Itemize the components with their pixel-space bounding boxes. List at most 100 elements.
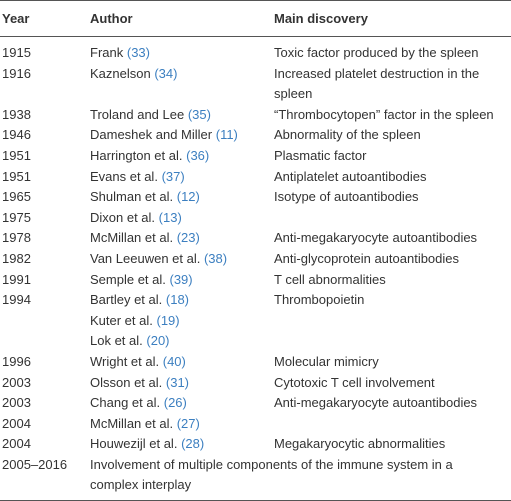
author-cell: Bartley et al. (18) Kuter et al. (19) Lok … (90, 290, 274, 352)
discovery-cell: Increased platelet destruction in the sp… (274, 65, 480, 102)
table-row: 1965 Shulman et al. (12) Isotype of autoan… (0, 187, 511, 208)
discovery-cell: Anti-glycoprotein autoantibodies (274, 250, 460, 266)
author: Chang et al. (26) (90, 393, 274, 414)
year-cell: 1915 (2, 45, 31, 60)
author-name: Van Leeuwen et al. (90, 250, 201, 266)
table-row: 1996 Wright et al. (40) Molecular mimicry (0, 352, 511, 373)
year-cell: 1951 (2, 168, 31, 184)
discovery-cell: Anti-megakaryocyte autoantibodies (274, 395, 478, 411)
author-cell: Van Leeuwen et al. (38) (90, 249, 274, 270)
reference: (36) (186, 147, 210, 163)
author-name: Shulman et al. (90, 189, 174, 205)
author-name: McMillan et al. (90, 230, 174, 246)
discovery-cell (274, 208, 511, 229)
year-cell: 1982 (2, 250, 31, 266)
author: Van Leeuwen et al. (38) (90, 249, 274, 270)
table-row: 1978 McMillan et al. (23) Anti-megakaryocy… (0, 228, 511, 249)
author-cell: McMillan et al. (27) (90, 414, 274, 435)
discovery-cell: “Thrombocytopen” factor in the spleen (274, 106, 494, 122)
author-name: Kuter et al. (90, 312, 153, 328)
year-cell: 2004 (2, 436, 31, 452)
author: Bartley et al. (18) (90, 290, 274, 311)
author-cell: Wright et al. (40) (90, 352, 274, 373)
author: McMillan et al. (27) (90, 414, 274, 435)
reference: (31) (165, 374, 190, 390)
discovery-cell: Molecular mimicry (274, 353, 379, 369)
year-cell: 1978 (2, 230, 31, 246)
author-cell: Chang et al. (26) (90, 393, 274, 414)
reference: (12) (176, 189, 200, 205)
author-cell: Olsson et al. (31) (90, 373, 274, 394)
table-row: 1975 Dixon et al. (13) (0, 208, 511, 229)
discovery-cell: Toxic factor produced by the spleen (274, 45, 479, 60)
author-cell: Evans et al. (37) (90, 167, 274, 188)
table-row: 1938 Troland and Lee (35) “Thrombocytopen”… (0, 105, 511, 126)
table-row: 2004 Houwezijl et al. (28) Megakaryocytic … (0, 434, 511, 455)
reference: (26) (163, 395, 187, 411)
author: Semple et al. (39) (90, 270, 274, 291)
reference: (34) (154, 65, 178, 81)
author-cell: Kaznelson (34) (90, 64, 274, 105)
author-name: Harrington et al. (90, 147, 183, 163)
column-header: Year (0, 0, 90, 37)
reference: (27) (176, 415, 200, 431)
reference: (28) (181, 436, 205, 452)
reference: (35) (187, 106, 211, 122)
reference: (40) (162, 353, 186, 369)
author: Lok et al. (20) (90, 331, 274, 352)
year-cell: 1938 (2, 106, 31, 122)
discovery-cell: Anti-megakaryocyte autoantibodies (274, 230, 478, 246)
table-row: 1946 Dameshek and Miller (11) Abnormality … (0, 125, 511, 146)
table-row: 1915 Frank (33) Toxic factor produced by t… (0, 37, 511, 64)
year-cell: 1996 (2, 353, 31, 369)
table-row: 1994 Bartley et al. (18) Kuter et al. (19)… (0, 290, 511, 352)
year-cell: 1946 (2, 127, 31, 143)
author: Wright et al. (40) (90, 352, 274, 373)
reference: (18) (165, 292, 190, 308)
author-name: Lok et al. (90, 333, 143, 349)
year-cell: 1951 (2, 147, 31, 163)
discovery-cell: Involvement of multiple components of th… (90, 454, 511, 501)
author-cell: McMillan et al. (23) (90, 228, 274, 249)
year-cell: 1975 (2, 209, 31, 225)
table-row: 1951 Evans et al. (37) Antiplatelet autoan… (0, 167, 511, 188)
reference: (38) (203, 250, 228, 266)
year-cell: 2003 (2, 395, 31, 411)
author: Harrington et al. (36) (90, 146, 274, 167)
author-name: Wright et al. (90, 353, 160, 369)
year-cell: 2003 (2, 374, 31, 390)
reference: (39) (169, 271, 193, 287)
discovery-cell: Antiplatelet autoantibodies (274, 168, 427, 184)
author: Kuter et al. (19) (90, 311, 274, 332)
author-cell: Semple et al. (39) (90, 270, 274, 291)
discovery-cell: Cytotoxic T cell involvement (274, 374, 435, 390)
reference: (19) (156, 312, 180, 328)
table-row: 1982 Van Leeuwen et al. (38) Anti-glycopro… (0, 249, 511, 270)
author: Olsson et al. (31) (90, 373, 274, 394)
year-cell: 2004 (2, 415, 31, 431)
author-name: Dameshek and Miller (90, 127, 213, 143)
author-name: Dixon et al. (90, 209, 156, 225)
discovery-cell: Abnormality of the spleen (274, 127, 421, 143)
year-cell: 2005–2016 (0, 454, 90, 501)
column-header: Main discovery (274, 0, 511, 37)
table-row: 1916 Kaznelson (34) Increased platelet des… (0, 64, 511, 105)
author: Dameshek and Miller (11) (90, 125, 274, 146)
author: Shulman et al. (12) (90, 187, 274, 208)
author: Houwezijl et al. (28) (90, 434, 274, 455)
author: McMillan et al. (23) (90, 228, 274, 249)
reference: (23) (176, 230, 200, 246)
header-row: Year Author Main discovery (0, 0, 511, 37)
author-cell: Shulman et al. (12) (90, 187, 274, 208)
discovery-cell: Isotype of autoantibodies (274, 189, 419, 205)
author: Troland and Lee (35) (90, 105, 274, 126)
author: Evans et al. (37) (90, 167, 274, 188)
author-cell: Dixon et al. (13) (90, 208, 274, 229)
discovery-cell: Megakaryocytic abnormalities (274, 436, 446, 452)
discovery-cell (274, 414, 511, 435)
table-row: 1951 Harrington et al. (36) Plasmatic fact… (0, 146, 511, 167)
reference: (33) (126, 45, 150, 60)
discovery-cell: Plasmatic factor (274, 147, 367, 163)
